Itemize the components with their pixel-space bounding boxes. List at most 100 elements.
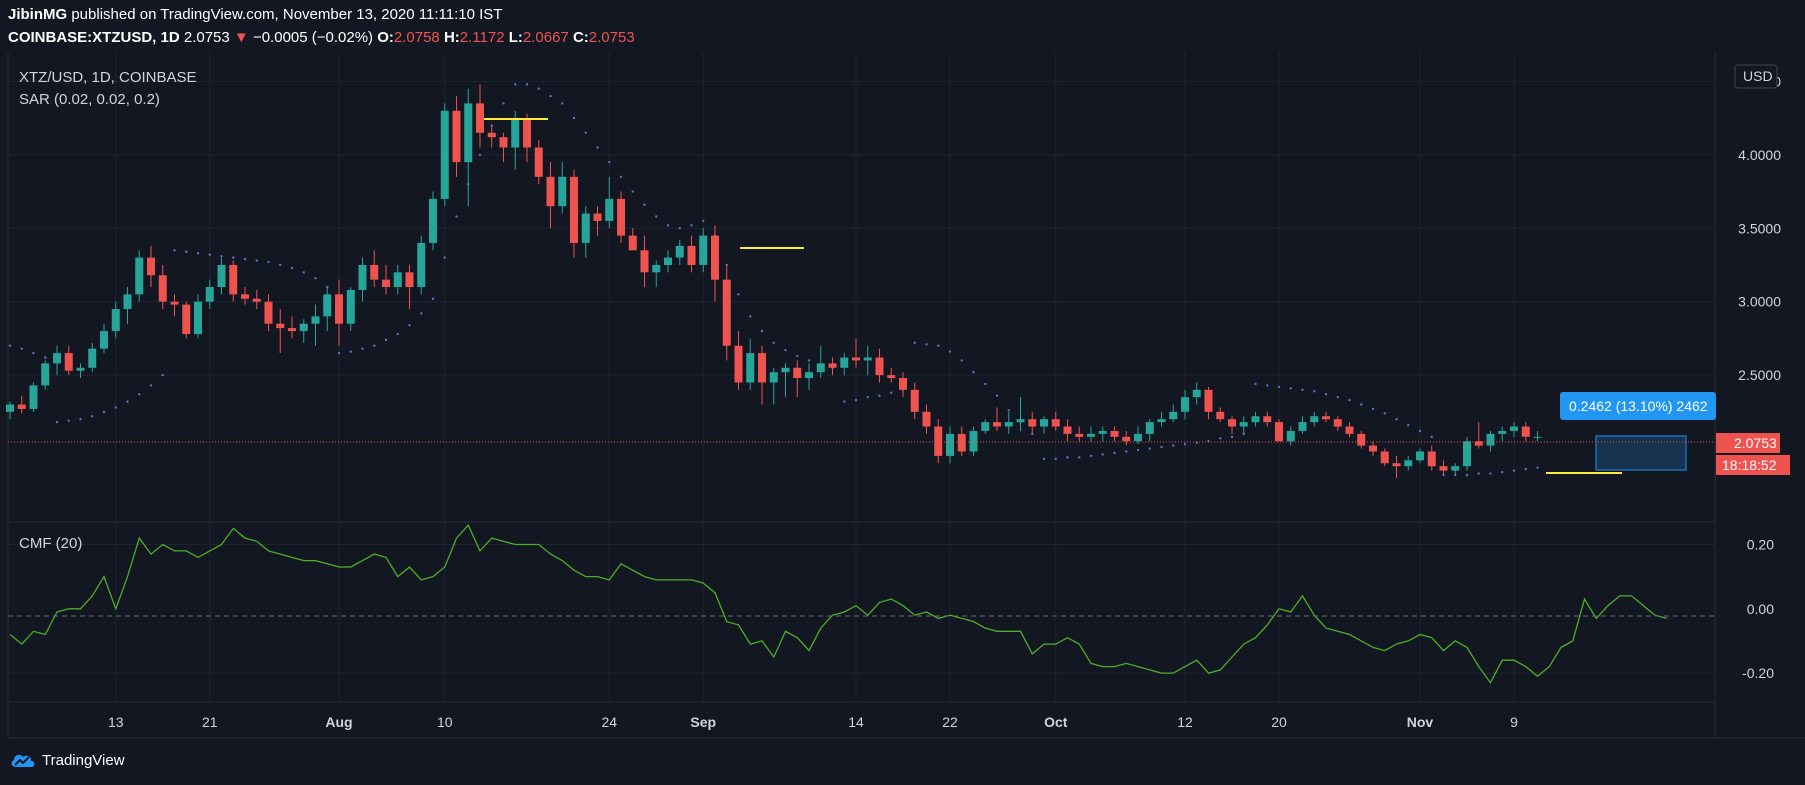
sar-point bbox=[572, 116, 576, 120]
candle-body bbox=[88, 348, 97, 368]
sar-point bbox=[1465, 473, 1469, 477]
candle-body bbox=[1310, 416, 1319, 423]
candle bbox=[452, 96, 461, 177]
candle bbox=[1004, 411, 1013, 434]
candle-body bbox=[276, 323, 285, 329]
sar-point bbox=[984, 382, 987, 386]
candle bbox=[1333, 416, 1342, 431]
candle bbox=[241, 287, 249, 305]
cmf-tick-label: -0.20 bbox=[1742, 665, 1774, 681]
candle bbox=[1098, 426, 1107, 442]
sar-point bbox=[854, 398, 858, 402]
candle bbox=[1427, 445, 1436, 471]
sar-point bbox=[67, 419, 70, 422]
candle bbox=[41, 360, 50, 390]
candle-body bbox=[76, 367, 85, 371]
price-tick-label: 4.0000 bbox=[1738, 147, 1781, 163]
candle-body bbox=[758, 353, 766, 383]
candle bbox=[1122, 430, 1131, 446]
candle bbox=[1392, 455, 1401, 478]
indicator-title[interactable]: SAR (0.02, 0.02, 0.2) bbox=[19, 91, 160, 108]
currency-button[interactable] bbox=[1734, 64, 1778, 89]
candle bbox=[1416, 448, 1424, 464]
candle-body bbox=[534, 147, 543, 177]
time-tick-label: 14 bbox=[848, 714, 864, 730]
candle-body bbox=[1486, 433, 1495, 446]
sar-point bbox=[1183, 442, 1187, 446]
candle bbox=[1322, 411, 1330, 423]
sar-point bbox=[208, 253, 211, 256]
candle-series bbox=[6, 84, 1542, 478]
candle-body bbox=[1392, 463, 1401, 467]
sar-point bbox=[690, 224, 693, 227]
candle-body bbox=[1510, 426, 1518, 431]
cmf-tick-label: 0.20 bbox=[1747, 537, 1774, 553]
candle bbox=[1498, 426, 1507, 442]
sar-point bbox=[1289, 387, 1292, 390]
candle bbox=[1533, 430, 1542, 442]
candle bbox=[487, 125, 496, 148]
candle-body bbox=[546, 176, 555, 207]
drawings[interactable] bbox=[484, 118, 1687, 474]
sar-point bbox=[1524, 467, 1527, 471]
candle bbox=[229, 260, 238, 302]
candle bbox=[816, 345, 825, 379]
measure-box[interactable] bbox=[1595, 435, 1687, 471]
candle bbox=[793, 360, 802, 398]
sar-point bbox=[243, 257, 247, 261]
author-name[interactable]: JibinMG bbox=[8, 6, 68, 23]
candle-body bbox=[699, 235, 708, 265]
high-value: 2.1172 bbox=[459, 29, 505, 46]
candle bbox=[1286, 426, 1295, 446]
candle bbox=[264, 294, 273, 332]
sar-point bbox=[290, 266, 294, 270]
candle bbox=[205, 279, 214, 310]
candle-body bbox=[252, 298, 261, 302]
sar-point bbox=[384, 338, 388, 342]
cmf-scale[interactable]: 0.20 0.00 -0.20 bbox=[1742, 537, 1774, 682]
tradingview-logo[interactable]: TradingView bbox=[10, 751, 125, 769]
sar-point bbox=[443, 256, 446, 259]
candle bbox=[499, 132, 508, 163]
time-scale[interactable]: 13 21 Aug 10 24 Sep 14 22 Oct 12 20 Nov 9 bbox=[108, 714, 1518, 730]
sar-point bbox=[1007, 409, 1010, 412]
candle-body bbox=[993, 422, 1001, 427]
sar-point bbox=[1219, 437, 1222, 440]
candle-body bbox=[370, 264, 379, 280]
candle-body bbox=[946, 433, 954, 456]
candle bbox=[194, 294, 202, 339]
candle-body bbox=[182, 304, 191, 334]
candle bbox=[476, 84, 484, 148]
sar-point bbox=[960, 359, 963, 362]
candle-body bbox=[1110, 430, 1119, 437]
sar-point bbox=[149, 384, 153, 387]
candle bbox=[1275, 419, 1283, 442]
candle bbox=[758, 345, 766, 405]
candle bbox=[722, 264, 731, 361]
sar-point bbox=[1301, 388, 1304, 392]
candle bbox=[182, 301, 191, 339]
sar-point bbox=[1348, 398, 1351, 402]
open-label: O: bbox=[377, 29, 394, 46]
time-tick-label: 20 bbox=[1271, 714, 1287, 730]
candle bbox=[899, 372, 907, 398]
time-tick-label: 13 bbox=[108, 714, 124, 730]
candle bbox=[769, 367, 778, 405]
candle bbox=[664, 250, 672, 273]
sar-point bbox=[1430, 435, 1433, 439]
cmf-pane-title[interactable]: CMF (20) bbox=[19, 535, 82, 552]
candle bbox=[1051, 411, 1060, 431]
candle-body bbox=[934, 426, 943, 456]
candle-body bbox=[111, 309, 120, 332]
candle-body bbox=[1345, 426, 1354, 434]
down-arrow-icon: ▼ bbox=[233, 29, 249, 46]
candle bbox=[1521, 422, 1530, 442]
sar-point bbox=[79, 417, 82, 421]
candle-body bbox=[523, 118, 531, 148]
candle-body bbox=[1251, 416, 1260, 423]
candle bbox=[523, 113, 531, 163]
candle-body bbox=[910, 389, 919, 412]
sar-point bbox=[114, 406, 117, 409]
